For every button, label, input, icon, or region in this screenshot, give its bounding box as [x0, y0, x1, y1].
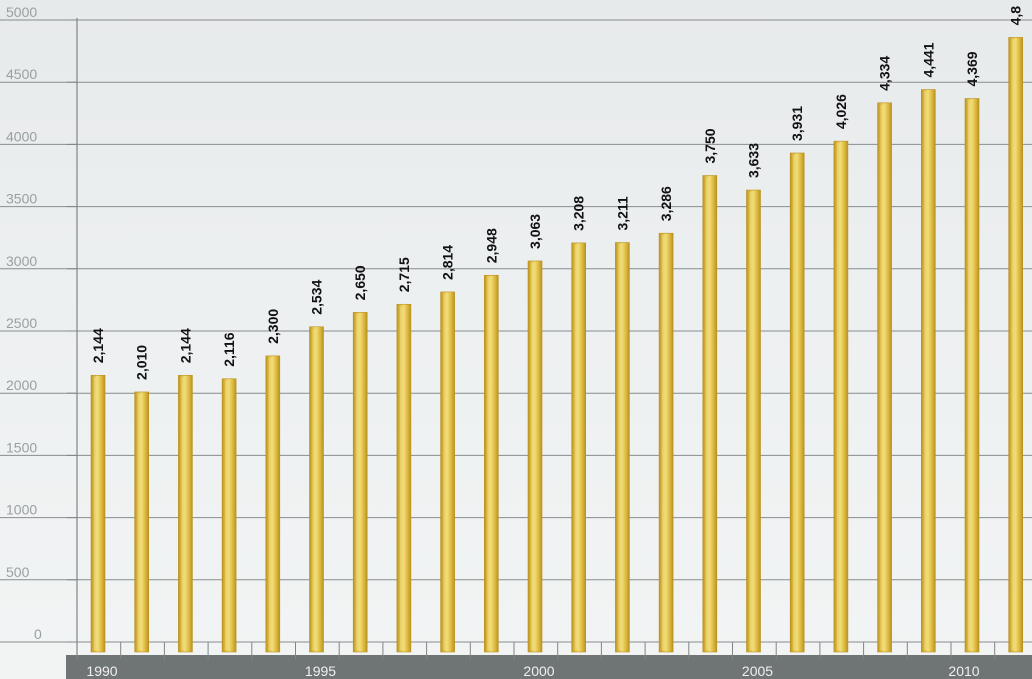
partial-bar-highlight	[1011, 39, 1015, 650]
bar-highlight	[880, 104, 884, 650]
bar-highlight	[443, 293, 447, 650]
bar-highlight	[181, 377, 185, 650]
data-label: 2,116	[221, 332, 237, 366]
y-tick-label: 500	[6, 564, 30, 580]
bar-highlight	[793, 154, 797, 651]
grid-layer	[0, 19, 1032, 643]
bar-1998	[440, 291, 455, 653]
bar-1995	[309, 326, 324, 653]
data-label: 3,063	[527, 214, 543, 249]
data-label: 3,931	[789, 106, 805, 141]
bar-1996	[352, 312, 368, 653]
bar-1991	[134, 391, 149, 653]
data-label: 2,010	[134, 345, 150, 380]
x-tick-label: 2000	[523, 663, 554, 679]
bar-highlight	[94, 377, 97, 650]
y-tick-label: 0	[34, 626, 42, 642]
bar-highlight	[924, 91, 928, 650]
bar-1997	[396, 303, 412, 653]
bar-2003	[658, 232, 674, 653]
bar-highlight	[968, 100, 971, 650]
y-tick-label: 2500	[6, 315, 37, 331]
bar-1999	[483, 274, 499, 653]
bar-2010	[964, 98, 980, 653]
data-label: 3,208	[571, 196, 587, 231]
bar-1993	[221, 378, 237, 653]
data-label: 4,334	[877, 56, 893, 91]
x-tick-label: 2005	[742, 663, 773, 679]
data-label: 3,211	[614, 196, 630, 230]
bar-highlight	[487, 277, 491, 650]
bar-2008	[877, 102, 892, 653]
bar-highlight	[356, 314, 360, 650]
data-label: 4,441	[920, 42, 936, 77]
data-label: 2,144	[90, 328, 106, 363]
bar-highlight	[662, 235, 666, 650]
axis-layer: 0 500 1000 1500 2000 2500 3000 3500 4000 4500 5000…	[6, 4, 1032, 679]
bar-2000	[527, 260, 543, 653]
bar-highlight	[836, 143, 840, 651]
partial-bar-2011	[1008, 37, 1024, 653]
data-label: 2,814	[440, 245, 456, 280]
bars-layer	[90, 37, 1024, 653]
data-label: 3,750	[702, 128, 718, 163]
bar-2009	[920, 89, 936, 653]
bar-highlight	[268, 357, 272, 650]
x-axis-band	[66, 655, 1032, 679]
y-tick-label: 1000	[6, 502, 37, 518]
data-label: 3,286	[658, 186, 674, 221]
data-label: 2,144	[177, 328, 193, 363]
bar-highlight	[312, 328, 316, 650]
data-label: 2,948	[483, 228, 499, 263]
x-tick-label: 1990	[86, 663, 117, 679]
bar-highlight	[531, 262, 534, 650]
partial-data-label: 4,8	[1008, 6, 1024, 26]
data-label: 2,650	[352, 265, 368, 300]
bar-2004	[702, 175, 718, 653]
bar-1994	[265, 355, 281, 653]
data-label: 4,369	[964, 51, 980, 86]
data-label: 2,300	[265, 309, 281, 344]
bar-highlight	[225, 380, 229, 650]
bar-2006	[789, 152, 805, 653]
bar-2007	[833, 140, 849, 653]
bar-highlight	[618, 244, 622, 650]
bar-2002	[615, 242, 630, 653]
data-label: 3,633	[746, 143, 762, 178]
data-labels-layer: 2,144 2,010 2,144 2,116 2,300 2,534 2,650 2,715…	[90, 6, 1024, 380]
bar-2005	[746, 189, 761, 653]
bar-highlight	[705, 177, 709, 650]
y-tick-label: 3000	[6, 253, 37, 269]
x-tick-label: 1995	[305, 663, 336, 679]
y-tick-label: 3500	[6, 191, 37, 207]
data-label: 2,715	[396, 257, 412, 292]
x-tick-label: 2010	[948, 663, 979, 679]
bar-highlight	[137, 393, 141, 650]
y-tick-label: 4000	[6, 128, 37, 144]
bar-1992	[178, 374, 193, 653]
y-tick-label: 5000	[6, 4, 37, 20]
y-tick-label: 2000	[6, 377, 37, 393]
data-label: 4,026	[833, 94, 849, 129]
data-label: 2,534	[309, 280, 325, 315]
bar-highlight	[749, 192, 753, 650]
y-tick-label: 1500	[6, 439, 37, 455]
y-tick-label: 4500	[6, 66, 37, 82]
bar-1990	[90, 374, 106, 653]
bar-highlight	[574, 244, 578, 650]
bar-2001	[571, 242, 587, 653]
bar-highlight	[399, 306, 403, 650]
